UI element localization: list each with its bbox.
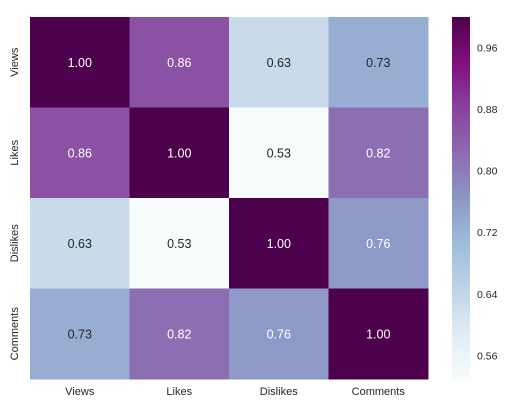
- cell-value-label-1-3: 0.82: [366, 146, 390, 160]
- heatmap-cell-0-2: [229, 17, 329, 108]
- heatmap-cell-0-1: [129, 17, 230, 108]
- heatmap-cell-1-0: [30, 107, 130, 199]
- cell-value-label-3-3: 1.00: [366, 327, 390, 341]
- heatmap-cells: [30, 17, 429, 380]
- y-tick-label-0: Views: [9, 47, 21, 77]
- x-tick-label-1: Likes: [166, 386, 192, 398]
- heatmap-cell-2-2: [229, 198, 329, 289]
- heatmap-cell-0-0: [30, 17, 130, 108]
- cell-value-label-3-0: 0.73: [68, 327, 92, 341]
- cell-value-label-3-2: 0.76: [267, 327, 291, 341]
- cell-value-label-2-3: 0.76: [366, 237, 390, 251]
- cell-value-label-1-1: 1.00: [167, 146, 191, 160]
- cell-value-label-0-3: 0.73: [366, 56, 390, 70]
- heatmap-cell-3-2: [229, 288, 329, 380]
- cell-value-label-2-0: 0.63: [68, 237, 92, 251]
- colorbar-tick-label-0: 0.56: [477, 350, 498, 362]
- heatmap-cell-1-3: [328, 107, 429, 199]
- heatmap-cell-3-3: [328, 288, 429, 380]
- cell-value-label-0-0: 1.00: [68, 56, 92, 70]
- colorbar-tick-label-1: 0.64: [477, 289, 498, 301]
- cell-value-label-2-1: 0.53: [167, 237, 191, 251]
- x-tick-label-3: Comments: [352, 386, 406, 398]
- x-tick-label-0: Views: [65, 386, 95, 398]
- heatmap-cell-2-3: [328, 198, 429, 289]
- colorbar: 0.56 0.64 0.72 0.80 0.88 0.96: [452, 17, 498, 379]
- x-axis-tick-labels: Views Likes Dislikes Comments: [65, 386, 405, 398]
- colorbar-tick-label-3: 0.80: [477, 166, 498, 178]
- cell-value-label-0-2: 0.63: [267, 56, 291, 70]
- heatmap-cell-2-0: [30, 198, 130, 289]
- x-tick-label-2: Dislikes: [260, 386, 298, 398]
- colorbar-tick-label-4: 0.88: [477, 104, 498, 116]
- colorbar-gradient: [452, 17, 470, 379]
- cell-value-label-3-1: 0.82: [167, 327, 191, 341]
- heatmap-cell-3-0: [30, 288, 130, 380]
- heatmap-cell-3-1: [129, 288, 230, 380]
- colorbar-tick-label-5: 0.96: [477, 42, 498, 54]
- cell-value-label-0-1: 0.86: [167, 56, 191, 70]
- cell-value-label-1-2: 0.53: [267, 146, 291, 160]
- y-axis-tick-labels: Views Likes Dislikes Comments: [9, 47, 21, 360]
- colorbar-tick-labels: 0.56 0.64 0.72 0.80 0.88 0.96: [477, 42, 498, 362]
- y-tick-label-1: Likes: [9, 139, 21, 165]
- heatmap-cell-labels: 1.00 0.86 0.63 0.73 0.86 1.00 0.53 0.82 0.63 0.53…: [68, 56, 391, 342]
- colorbar-tick-label-2: 0.72: [477, 227, 498, 239]
- cell-value-label-1-0: 0.86: [68, 146, 92, 160]
- heatmap-cell-1-2: [229, 107, 329, 199]
- heatmap-cell-0-3: [328, 17, 429, 108]
- heatmap-cell-2-1: [129, 198, 230, 289]
- y-tick-label-3: Comments: [9, 307, 21, 361]
- y-tick-label-2: Dislikes: [9, 224, 21, 262]
- cell-value-label-2-2: 1.00: [267, 237, 291, 251]
- heatmap-cell-1-1: [129, 107, 230, 199]
